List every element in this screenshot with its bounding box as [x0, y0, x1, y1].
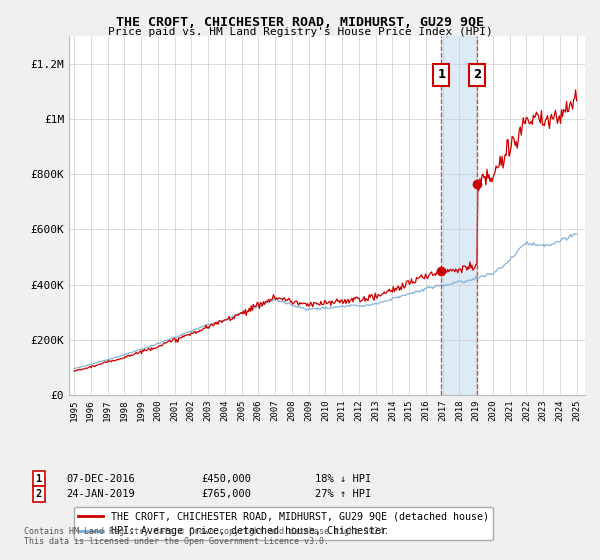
- Text: 27% ↑ HPI: 27% ↑ HPI: [315, 489, 371, 499]
- Text: 18% ↓ HPI: 18% ↓ HPI: [315, 474, 371, 484]
- Text: 2: 2: [473, 68, 481, 82]
- Bar: [441, 36, 477, 395]
- Text: 1: 1: [437, 68, 445, 82]
- Text: Price paid vs. HM Land Registry's House Price Index (HPI): Price paid vs. HM Land Registry's House …: [107, 27, 493, 37]
- Text: 1: 1: [36, 474, 42, 484]
- Text: 2: 2: [36, 489, 42, 499]
- Legend: THE CROFT, CHICHESTER ROAD, MIDHURST, GU29 9QE (detached house), HPI: Average pr: THE CROFT, CHICHESTER ROAD, MIDHURST, GU…: [74, 507, 493, 540]
- Text: £765,000: £765,000: [201, 489, 251, 499]
- Text: Contains HM Land Registry data © Crown copyright and database right 2024.
This d: Contains HM Land Registry data © Crown c…: [24, 526, 389, 546]
- Text: £450,000: £450,000: [201, 474, 251, 484]
- Text: 24-JAN-2019: 24-JAN-2019: [66, 489, 135, 499]
- Text: 07-DEC-2016: 07-DEC-2016: [66, 474, 135, 484]
- Text: THE CROFT, CHICHESTER ROAD, MIDHURST, GU29 9QE: THE CROFT, CHICHESTER ROAD, MIDHURST, GU…: [116, 16, 484, 29]
